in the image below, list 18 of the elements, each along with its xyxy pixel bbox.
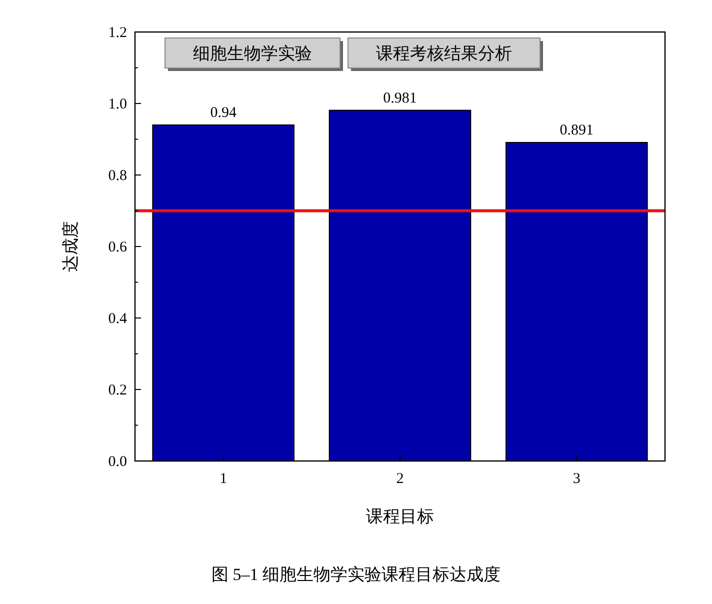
x-axis-title: 课程目标 <box>366 507 434 526</box>
annotation: 课程考核结果分析 <box>376 44 512 63</box>
y-axis-title: 达成度 <box>61 221 80 272</box>
y-tick-label: 0.2 <box>108 382 127 398</box>
data-label: 0.981 <box>383 90 417 106</box>
y-tick-label: 0.4 <box>108 311 128 327</box>
y-tick-label: 0.0 <box>108 454 127 470</box>
data-label: 0.891 <box>560 122 594 138</box>
x-tick-label: 2 <box>396 471 404 487</box>
y-tick-label: 1.2 <box>108 25 127 41</box>
y-tick-label: 1.0 <box>108 96 127 112</box>
data-label: 0.94 <box>210 104 237 121</box>
y-tick-label: 0.8 <box>108 168 127 184</box>
annotation: 细胞生物学实验 <box>193 44 312 63</box>
y-tick-label: 0.6 <box>108 240 128 256</box>
x-tick-label: 3 <box>572 471 580 487</box>
text: 图 5–1 细胞生物学实验课程目标达成度 <box>212 565 500 584</box>
x-tick-label: 1 <box>220 471 228 487</box>
